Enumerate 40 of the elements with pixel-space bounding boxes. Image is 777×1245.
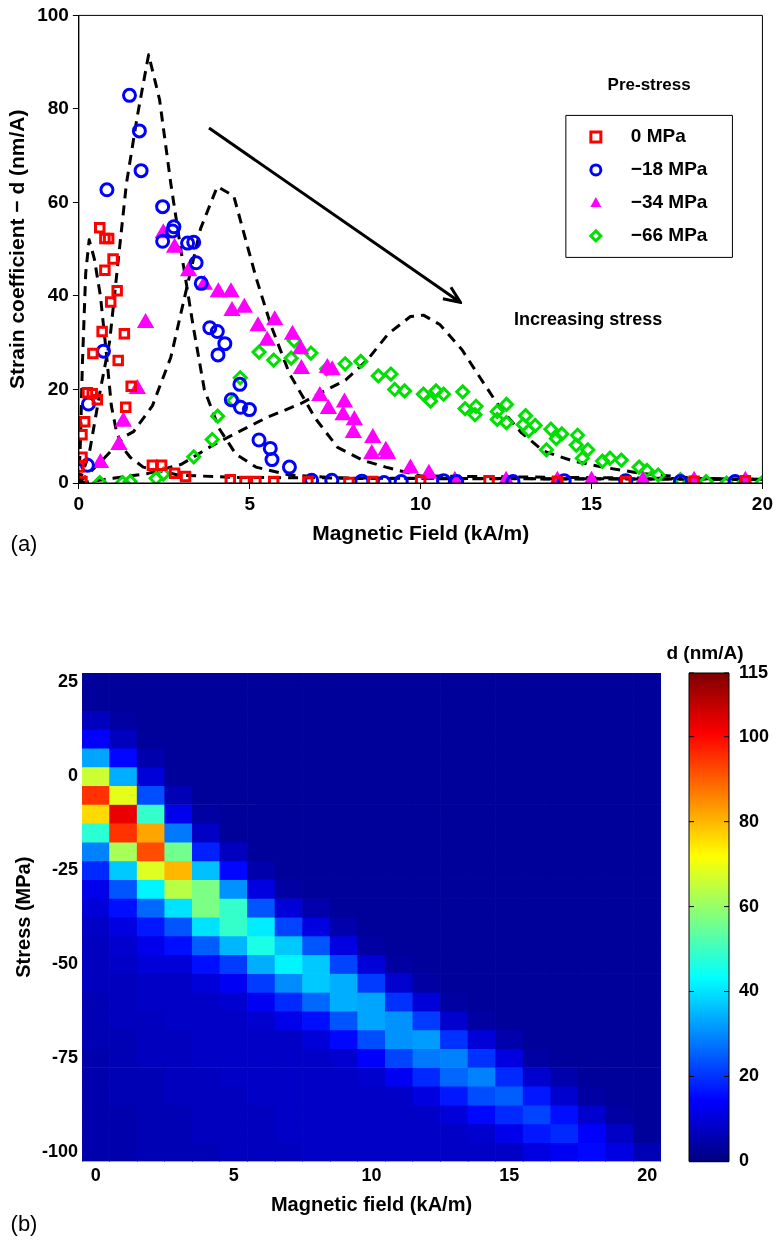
legend-title: Pre-stress xyxy=(607,75,691,95)
x-tick-label: 5 xyxy=(228,1165,239,1186)
x-tick-label: 5 xyxy=(244,492,256,514)
text: (b) xyxy=(10,1211,38,1237)
color-bar-label: 0 xyxy=(739,1150,750,1171)
color-bar-label: 40 xyxy=(739,980,760,1001)
y-tick-label: 20 xyxy=(47,377,69,399)
y-tick-label: 25 xyxy=(58,671,79,692)
y-axis-title: Stress (MPa) xyxy=(11,856,34,978)
legend-label: −18 MPa xyxy=(630,158,708,180)
text: (a) xyxy=(10,531,38,557)
y-tick-label: 0 xyxy=(68,765,79,786)
y-tick-label: 60 xyxy=(47,190,69,212)
x-tick-label: 20 xyxy=(751,492,773,514)
x-tick-label: 20 xyxy=(637,1165,658,1186)
color-bar-label: 80 xyxy=(739,810,760,831)
legend-label: 0 MPa xyxy=(630,125,687,147)
x-tick-label: 0 xyxy=(90,1165,101,1186)
color-bar-label: 20 xyxy=(739,1065,760,1086)
x-tick-label: 10 xyxy=(410,492,432,514)
x-axis-title: Magnetic field (kA/m) xyxy=(270,1192,473,1215)
x-tick-label: 15 xyxy=(499,1165,520,1186)
y-tick-label: -25 xyxy=(52,859,79,880)
color-bar-label: 60 xyxy=(739,895,760,916)
y-tick-label: 100 xyxy=(37,3,69,25)
y-tick-label: 40 xyxy=(47,284,69,306)
y-axis-title: Strain coefficient − d (nm/A) xyxy=(5,109,29,389)
color-bar-title: d (nm/A) xyxy=(666,641,744,663)
legend-label: −34 MPa xyxy=(630,191,708,213)
annotation: Increasing stress xyxy=(514,308,663,329)
y-tick-label: -75 xyxy=(52,1047,79,1068)
legend-label: −66 MPa xyxy=(630,224,708,246)
y-tick-label: -50 xyxy=(52,953,79,974)
y-tick-label: 0 xyxy=(58,471,69,493)
y-tick-label: -100 xyxy=(42,1140,79,1161)
y-tick-label: 80 xyxy=(47,97,69,119)
x-tick-label: 10 xyxy=(361,1165,382,1186)
x-axis-title: Magnetic Field (kA/m) xyxy=(312,521,530,545)
color-bar-label: 100 xyxy=(739,725,770,746)
x-tick-label: 15 xyxy=(580,492,603,514)
